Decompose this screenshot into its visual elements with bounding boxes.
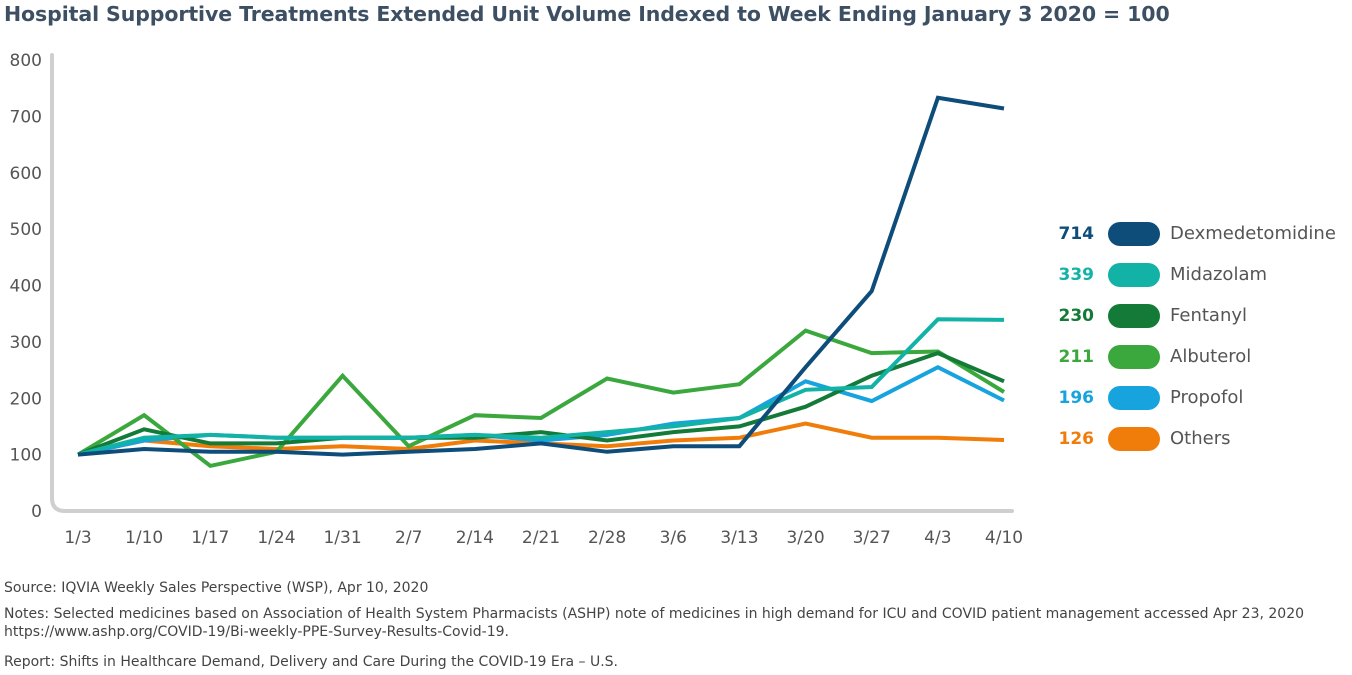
x-tick-label: 4/10 [985,528,1023,548]
footer-report: Report: Shifts in Healthcare Demand, Del… [4,654,619,670]
x-tick-label: 3/20 [786,528,824,548]
legend-item: 230 Fentanyl [1040,295,1336,336]
x-tick-label: 1/17 [191,528,229,548]
legend-item: 339 Midazolam [1040,254,1336,295]
legend-value: 339 [1058,264,1095,285]
legend-swatch [1108,221,1160,246]
legend-item: 196 Propofol [1040,377,1336,418]
x-tick-label: 1/10 [125,528,163,548]
y-tick-label: 400 [10,277,42,297]
legend-value: 196 [1058,387,1095,408]
x-tick-label: 2/28 [588,528,626,548]
legend-swatch [1108,262,1160,287]
legend: 714 Dexmedetomidine 339 Midazolam 230 Fentany… [1040,213,1336,459]
legend-item: 211 Albuterol [1040,336,1336,377]
legend-value: 230 [1058,305,1095,326]
x-tick-label: 2/7 [395,528,422,548]
axis-line [50,53,1014,513]
y-tick-label: 100 [10,446,42,466]
y-axis-ticks: 0 100 200 300 400 500 600 700 800 [10,51,42,522]
series-lines [76,95,1006,469]
x-tick-label: 2/21 [522,528,560,548]
series-line-dexmedetomidine [77,95,1005,457]
legend-swatch [1108,344,1160,369]
x-tick-label: 4/3 [924,528,951,548]
legend-label: Fentanyl [1170,305,1248,326]
footer-notes: Notes: Selected medicines based on Assoc… [4,606,1305,640]
x-tick-label: 1/3 [64,528,91,548]
y-tick-label: 600 [10,164,42,184]
legend-label: Propofol [1170,387,1244,408]
y-tick-label: 700 [10,107,42,127]
legend-label: Others [1170,428,1231,449]
legend-swatch [1108,426,1160,451]
x-tick-label: 2/14 [456,528,494,548]
footer-source: Source: IQVIA Weekly Sales Perspective (… [4,580,429,596]
legend-item: 714 Dexmedetomidine [1040,213,1336,254]
legend-swatch [1108,303,1160,328]
chart-axes [50,53,1014,513]
legend-swatch [1108,385,1160,410]
x-tick-label: 3/6 [660,528,687,548]
legend-value: 714 [1058,223,1095,244]
series-line-albuterol [76,328,1006,469]
x-tick-label: 3/27 [853,528,891,548]
chart-title: Hospital Supportive Treatments Extended … [4,2,1170,26]
legend-value: 211 [1058,346,1095,367]
y-tick-label: 500 [10,220,42,240]
legend-label: Midazolam [1170,264,1268,285]
y-tick-label: 800 [10,51,42,71]
x-tick-label: 3/13 [720,528,758,548]
x-tick-label: 1/31 [323,528,361,548]
y-tick-label: 0 [31,502,42,522]
legend-value: 126 [1058,428,1095,449]
y-tick-label: 200 [10,389,42,409]
series-line-midazolam [77,317,1005,457]
legend-label: Albuterol [1170,346,1252,367]
x-tick-label: 1/24 [257,528,295,548]
legend-label: Dexmedetomidine [1170,223,1336,244]
y-tick-label: 300 [10,333,42,353]
x-axis-ticks: 1/3 1/10 1/17 1/24 1/31 2/7 2/14 2/21 2/28 3/6 3/1… [64,528,1023,548]
legend-item: 126 Others [1040,418,1336,459]
